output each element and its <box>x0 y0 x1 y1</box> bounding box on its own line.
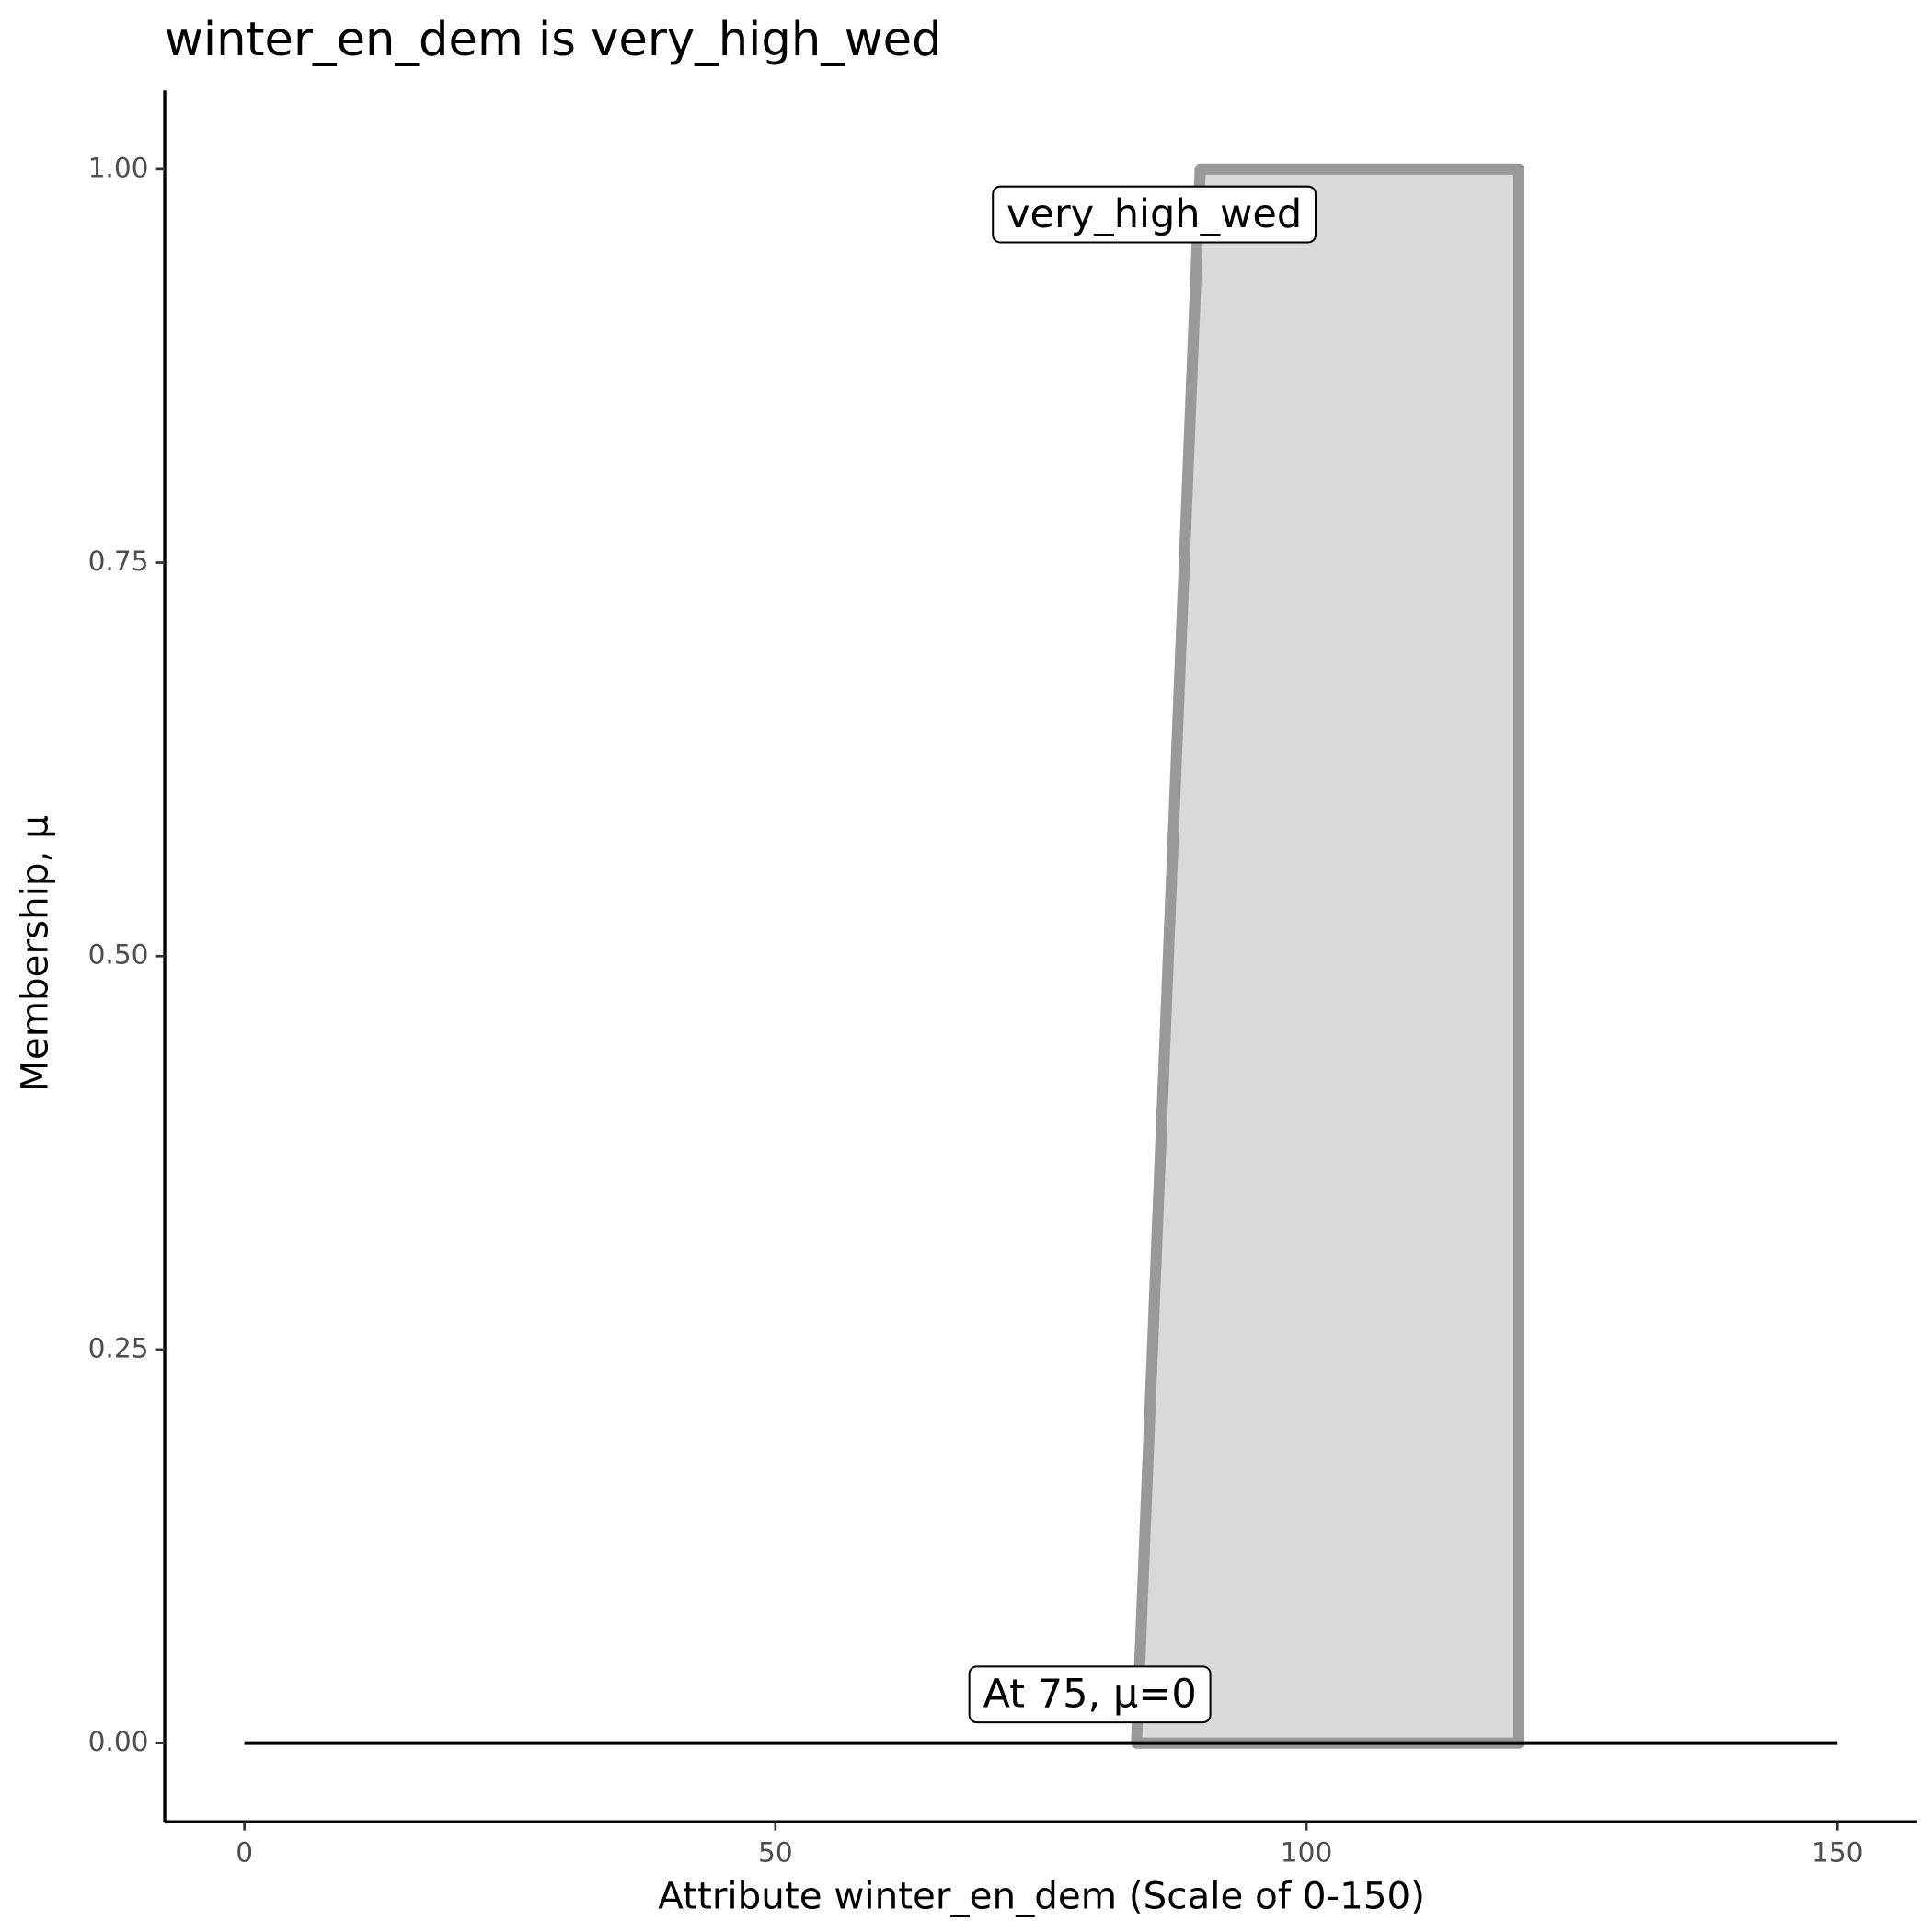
y-axis-title: Membership, μ <box>13 815 56 1092</box>
y-tick-label: 0.75 <box>88 546 149 577</box>
annotation-box <box>968 1665 1212 1724</box>
x-axis-title: Attribute winter_en_dem (Scale of 0-150) <box>658 1875 1425 1918</box>
x-tick-label: 0 <box>236 1837 253 1869</box>
series-label-box <box>992 185 1317 244</box>
annotation: At 75, μ=0 <box>983 1672 1196 1718</box>
y-tick-label: 0.25 <box>88 1332 149 1363</box>
x-tick-label: 150 <box>1811 1837 1864 1869</box>
x-tick-label: 100 <box>1281 1837 1333 1869</box>
chart-title: winter_en_dem is very_high_wed <box>165 13 942 67</box>
x-tick-label: 50 <box>758 1837 793 1869</box>
y-tick-label: 0.50 <box>88 939 149 971</box>
y-tick-label: 0.00 <box>88 1726 149 1757</box>
y-tick-label: 1.00 <box>88 152 149 183</box>
series-label: very_high_wed <box>1006 191 1302 237</box>
membership-area <box>1131 163 1524 1749</box>
